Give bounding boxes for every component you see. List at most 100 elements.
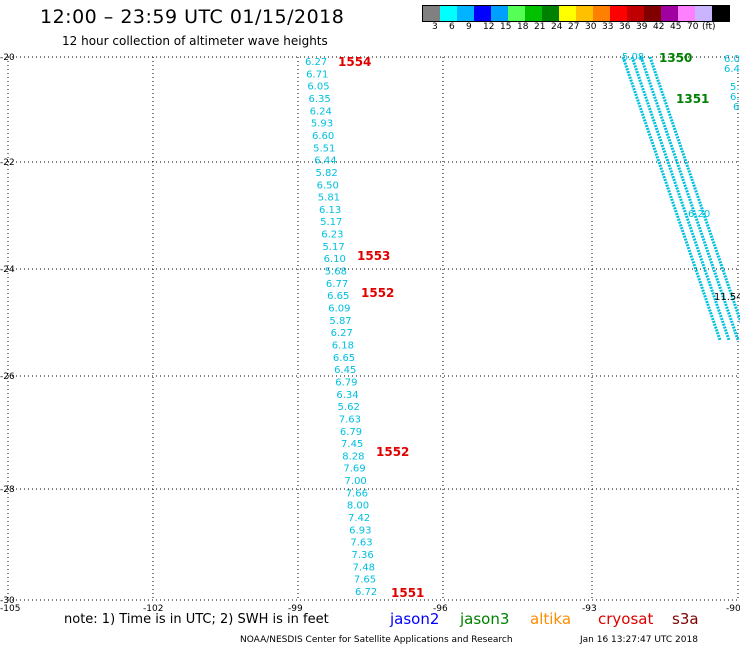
swh-value: 5.17 [320,217,342,228]
color-swatch [695,6,712,21]
swh-value: 6.13 [319,205,341,216]
satellite-legend-item: s3a [672,610,699,628]
swh-value: 6.77 [326,279,348,290]
generation-timestamp: Jan 16 13:27:47 UTC 2018 [580,635,698,645]
swh-value: 6.45 [334,365,356,376]
swh-value: 6.65 [333,353,355,364]
map-subtitle: 12 hour collection of altimeter wave hei… [62,34,328,48]
color-scale-label: 39 [636,22,648,32]
swh-value: 5.4 [730,82,740,93]
swh-value: 5.82 [315,168,337,179]
color-swatch [525,6,542,21]
swh-value: 7.48 [353,562,375,573]
swh-value: 7.63 [339,414,361,425]
pass-number-label: 1350 [659,51,692,65]
swh-value: 5.68 [325,267,347,278]
pass-number-label: 1551 [391,586,424,600]
color-scale-label: 45 [670,22,682,32]
swh-value: 6.05 [307,82,329,93]
color-scale-label: 3 [432,22,438,32]
color-swatch [644,6,661,21]
swh-value: 5.51 [313,143,335,154]
lat-tick-label: -28 [0,485,15,495]
dense-track-band [630,56,731,341]
footer-note: note: 1) Time is in UTC; 2) SWH is in fe… [64,612,329,627]
color-swatch [661,6,678,21]
swh-value: 6.79 [340,427,362,438]
color-scale-label: 36 [619,22,631,32]
dense-track-band [648,56,740,325]
swh-value: 6.27 [305,57,327,68]
color-scale-bar [422,5,730,22]
swh-value: 5.62 [338,402,360,413]
color-scale-label: 9 [466,22,472,32]
swh-value: 6.10 [324,254,346,265]
lat-tick-label: -22 [0,158,15,168]
color-scale-label: 30 [585,22,597,32]
satellite-legend-item: altika [530,610,572,628]
pass-number-label: 1553 [357,249,390,263]
swh-value: 6.0 [724,54,740,65]
satellite-legend-item: cryosat [598,610,654,628]
color-swatch [678,6,695,21]
dense-track-band [639,56,740,341]
pass-number-label: 1552 [361,286,394,300]
color-swatch [627,6,644,21]
lat-tick-label: -26 [0,372,15,382]
color-scale-label: 42 [653,22,665,32]
swh-value: 6.23 [321,230,343,241]
swh-value: 5.87 [329,316,351,327]
dense-track-band [621,56,722,341]
swh-value: 5.08 [622,52,644,63]
swh-value: 7.63 [350,538,372,549]
swh-value: 7.65 [354,575,376,586]
swh-value: 6.18 [332,340,354,351]
color-swatch [712,6,729,21]
swh-value: 6.3 [733,102,740,113]
color-swatch [559,6,576,21]
swh-value: 11.54 [714,292,740,303]
satellite-legend-item: jason2 [390,610,440,628]
color-swatch [576,6,593,21]
color-swatch [593,6,610,21]
swh-value: 6.44 [314,156,336,167]
lon-tick-label: -96 [433,604,448,614]
lon-tick-label: -99 [288,604,303,614]
lat-tick-label: -24 [0,265,15,275]
lat-tick-label: -20 [0,53,15,63]
lon-tick-label: -93 [582,604,597,614]
swh-value: 7.45 [341,439,363,450]
pass-number-label: 1552 [376,445,409,459]
color-swatch [491,6,508,21]
swh-value: 7.36 [352,550,374,561]
color-scale-label: 21 [534,22,546,32]
color-swatch [457,6,474,21]
swh-value: 7.42 [348,513,370,524]
swh-value: 7.69 [343,464,365,475]
map-title: 12:00 – 23:59 UTC 01/15/2018 [40,6,345,28]
color-swatch [542,6,559,21]
color-scale-label: 18 [517,22,529,32]
color-scale-label: 15 [500,22,512,32]
swh-value: 6.4 [724,64,740,75]
swh-value: 7.66 [346,488,368,499]
swh-value: 6.24 [310,106,332,117]
color-swatch [440,6,457,21]
color-scale-label: 6 [449,22,455,32]
swh-value: 6.93 [349,525,371,536]
color-scale-label: (ft) [702,22,716,32]
color-scale-label: 27 [568,22,580,32]
swh-value: 6.72 [355,587,377,598]
swh-value: 6.2 [730,92,740,103]
color-scale-label: 33 [602,22,614,32]
swh-value: 7.00 [345,476,367,487]
pass-number-label: 1554 [338,55,371,69]
color-swatch [474,6,491,21]
swh-value: 8.28 [342,451,364,462]
swh-value: 6.27 [331,328,353,339]
color-swatch [423,6,440,21]
satellite-legend-item: jason3 [460,610,510,628]
credit-line: NOAA/NESDIS Center for Satellite Applica… [240,635,513,645]
color-scale-label: 12 [483,22,495,32]
